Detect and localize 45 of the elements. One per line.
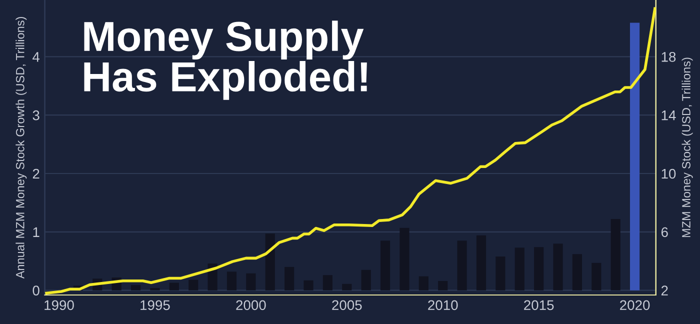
bar xyxy=(438,280,448,290)
bar xyxy=(514,248,524,290)
x-tick-label: 1990 xyxy=(44,300,74,310)
x-tick-label: 2015 xyxy=(524,300,554,310)
y2-tick-label: 2 xyxy=(661,286,668,296)
y-axis-title: Annual MZM Money Stock Growth (USD, Trillions) xyxy=(16,17,27,279)
bar xyxy=(476,235,486,290)
y2-axis-title: MZM Money Stock (USD, Trillions) xyxy=(682,58,693,238)
x-tick-label: 2010 xyxy=(428,300,458,310)
bar xyxy=(130,285,141,290)
bar xyxy=(322,275,332,290)
y2-tick-label: 6 xyxy=(661,227,668,238)
x-tick-label: 2000 xyxy=(236,300,266,310)
bar xyxy=(342,284,352,290)
bar xyxy=(610,219,620,290)
y2-tick-label: 14 xyxy=(662,110,676,120)
y-tick-label: 2 xyxy=(32,168,40,179)
y2-tick-label: 10 xyxy=(662,168,676,179)
bar xyxy=(400,228,410,290)
bar xyxy=(188,280,198,290)
y-tick-label: 0 xyxy=(32,286,40,296)
bar xyxy=(572,254,582,290)
bar xyxy=(553,244,563,290)
bar xyxy=(418,276,428,290)
x-tick-label: 2005 xyxy=(332,300,362,310)
bar xyxy=(534,247,544,290)
bar xyxy=(496,256,506,290)
text: Money Supply Has Exploded! xyxy=(84,20,367,100)
y-tick-label: 3 xyxy=(32,110,40,120)
bar xyxy=(592,262,602,290)
y-tick-label: 1 xyxy=(33,227,40,237)
bar xyxy=(265,234,275,290)
bar xyxy=(630,22,640,290)
bar xyxy=(361,270,371,290)
bar xyxy=(246,273,256,290)
bar xyxy=(457,240,467,290)
bar xyxy=(380,240,390,290)
x-tick-label: 2020 xyxy=(620,300,650,310)
y2-tick-label: 18 xyxy=(662,52,676,62)
bar xyxy=(284,266,294,290)
bar xyxy=(304,280,314,290)
y-tick-label: 4 xyxy=(32,52,40,62)
bar xyxy=(226,272,237,290)
bar xyxy=(169,282,179,290)
x-tick-label: 1995 xyxy=(140,300,170,310)
